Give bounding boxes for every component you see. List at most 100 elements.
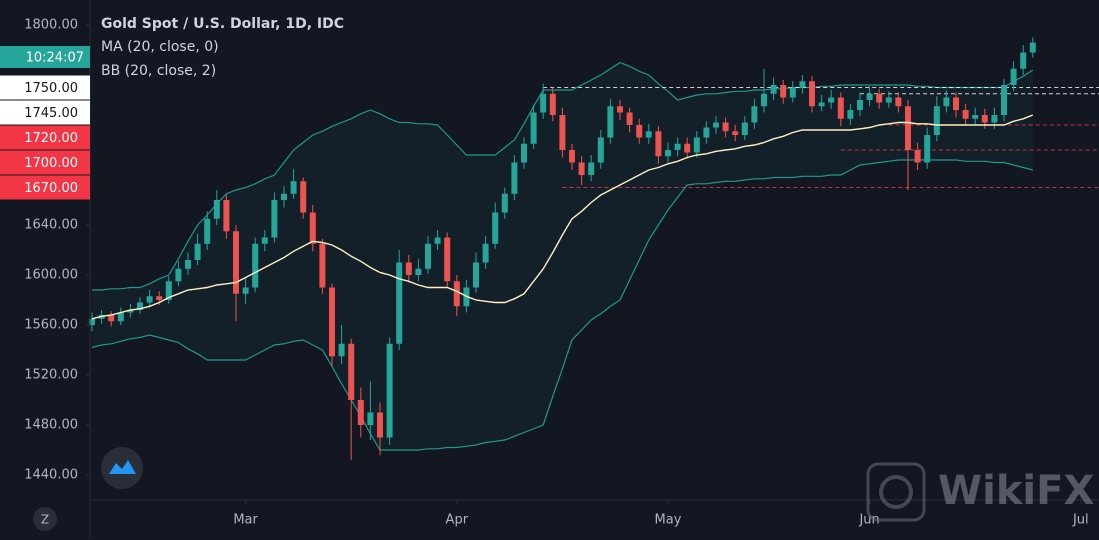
candle-body bbox=[521, 143, 527, 163]
band-fill bbox=[92, 62, 1033, 450]
candle-body bbox=[588, 162, 595, 175]
candle-body bbox=[578, 162, 585, 175]
candle-body bbox=[367, 412, 374, 425]
candle-body bbox=[617, 106, 623, 113]
candle-body bbox=[1010, 68, 1017, 85]
candle-body bbox=[108, 315, 115, 322]
candle-body bbox=[319, 243, 326, 288]
candle-body bbox=[607, 106, 614, 138]
candle-body bbox=[357, 400, 364, 425]
candle-body bbox=[972, 115, 979, 119]
candle-body bbox=[300, 181, 307, 213]
candle-body bbox=[559, 115, 566, 150]
x-tick-label: Jun bbox=[858, 513, 879, 528]
y-tick-label: 1600.00 bbox=[24, 268, 78, 283]
price-label: 1750.00 bbox=[24, 81, 78, 96]
price-label-box bbox=[0, 100, 90, 125]
candle-body bbox=[645, 131, 652, 138]
candle-body bbox=[501, 193, 508, 213]
candle-body bbox=[684, 143, 691, 153]
candle-body bbox=[655, 131, 662, 157]
logo-button[interactable] bbox=[101, 447, 143, 489]
price-label: 1720.00 bbox=[24, 131, 78, 146]
logo-icon bbox=[109, 460, 136, 474]
logo-circle[interactable] bbox=[101, 447, 143, 489]
candle-body bbox=[828, 97, 835, 103]
candle-body bbox=[732, 131, 739, 135]
candle-body bbox=[165, 281, 172, 300]
y-tick-label: 1640.00 bbox=[24, 218, 78, 233]
candle-body bbox=[204, 218, 211, 244]
candle-body bbox=[434, 237, 441, 244]
legend: Gold Spot / U.S. Dollar, 1D, IDC MA (20,… bbox=[101, 16, 344, 79]
candle-body bbox=[751, 106, 758, 123]
candle-body bbox=[137, 302, 143, 310]
candle-body bbox=[597, 137, 604, 163]
candle-body bbox=[453, 281, 460, 307]
candle-body bbox=[953, 97, 959, 110]
x-tick-label: May bbox=[655, 513, 682, 528]
y-tick-label: 1440.00 bbox=[24, 468, 78, 483]
candle-body bbox=[674, 143, 681, 150]
scale-mode-button[interactable]: Z bbox=[33, 507, 57, 531]
candle-body bbox=[242, 287, 249, 294]
candle-body bbox=[693, 137, 700, 153]
candle-body bbox=[1020, 52, 1027, 69]
candle-body bbox=[981, 115, 988, 123]
candle-body bbox=[425, 243, 431, 269]
x-tick-label: Mar bbox=[233, 513, 258, 528]
candle-body bbox=[89, 318, 95, 325]
candle-body bbox=[549, 93, 556, 115]
candle-body bbox=[396, 262, 403, 344]
price-label: 1700.00 bbox=[24, 156, 78, 171]
candle-body bbox=[261, 237, 268, 244]
candle-body bbox=[482, 243, 489, 263]
candle-body bbox=[309, 212, 316, 244]
price-label: 1670.00 bbox=[24, 181, 78, 196]
y-tick-label: 1520.00 bbox=[24, 368, 78, 383]
legend-bb: BB (20, close, 2) bbox=[101, 63, 216, 79]
candle-body bbox=[914, 150, 921, 163]
y-tick-label: 1800.00 bbox=[24, 18, 78, 33]
candle-body bbox=[281, 193, 287, 200]
candle-body bbox=[799, 81, 806, 88]
candle-body bbox=[665, 150, 671, 157]
candle-body bbox=[962, 110, 969, 119]
candle-body bbox=[866, 93, 873, 100]
time-label-box bbox=[0, 46, 90, 68]
candle-body bbox=[837, 97, 844, 119]
candle-body bbox=[780, 85, 787, 98]
candle-body bbox=[405, 262, 412, 275]
price-label-box bbox=[0, 150, 90, 175]
candle-body bbox=[569, 150, 575, 163]
candle-body bbox=[271, 200, 278, 238]
axes: 1440.00 1480.00 1520.00 1560.00 1600.00 1640.… bbox=[0, 18, 1089, 528]
candle-body bbox=[175, 268, 182, 282]
candle-body bbox=[636, 125, 643, 138]
candle-body bbox=[809, 81, 815, 107]
candle-body bbox=[1001, 85, 1007, 115]
time-label: 10:24:07 bbox=[26, 51, 84, 66]
bb-lower bbox=[91, 159, 1033, 451]
candle-body bbox=[847, 110, 854, 119]
scale-mode-label: Z bbox=[41, 513, 49, 527]
scale-mode-circle[interactable] bbox=[33, 507, 57, 531]
candle-body bbox=[857, 100, 863, 110]
candle-body bbox=[290, 181, 297, 194]
candle-body bbox=[329, 287, 335, 357]
candle-body bbox=[252, 243, 259, 288]
ma-line bbox=[91, 114, 1034, 320]
candle-body bbox=[223, 200, 230, 232]
candle-body bbox=[146, 296, 153, 303]
candle-body bbox=[233, 231, 239, 294]
candle-body bbox=[194, 243, 201, 260]
candle-body bbox=[386, 343, 393, 438]
candle-body bbox=[943, 97, 950, 107]
chart-title: Gold Spot / U.S. Dollar, 1D, IDC bbox=[101, 16, 344, 32]
watermark-icon bbox=[866, 462, 926, 522]
candle-body bbox=[473, 262, 479, 288]
candle-body bbox=[741, 122, 748, 135]
plot-area bbox=[89, 37, 1099, 460]
candle-body bbox=[127, 310, 134, 313]
